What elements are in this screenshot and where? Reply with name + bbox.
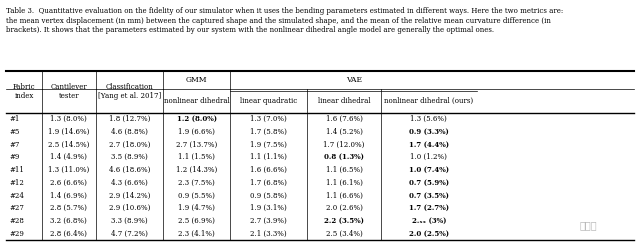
Text: 2.7 (18.0%): 2.7 (18.0%) [109, 141, 150, 148]
Text: 3.3 (8.9%): 3.3 (8.9%) [111, 217, 148, 225]
Text: GMM: GMM [186, 76, 207, 84]
Text: 1.3 (7.0%): 1.3 (7.0%) [250, 115, 287, 123]
Text: 0.7 (3.5%): 0.7 (3.5%) [409, 192, 449, 199]
Text: 0.9 (5.5%): 0.9 (5.5%) [179, 192, 215, 199]
Text: 1.9 (6.6%): 1.9 (6.6%) [179, 128, 215, 136]
Text: 1.6 (6.6%): 1.6 (6.6%) [250, 166, 287, 174]
Text: 1.3 (5.6%): 1.3 (5.6%) [410, 115, 447, 123]
Text: Cantilever
tester: Cantilever tester [51, 83, 87, 100]
Text: 2.6 (6.6%): 2.6 (6.6%) [51, 179, 87, 187]
Text: 量子位: 量子位 [580, 220, 598, 230]
Text: VAE: VAE [346, 76, 362, 84]
Text: 0.9 (3.3%): 0.9 (3.3%) [409, 128, 449, 136]
Text: 1.6 (7.6%): 1.6 (7.6%) [326, 115, 362, 123]
Text: 2.ₓₓ (3%): 2.ₓₓ (3%) [412, 217, 446, 225]
Text: 1.7 (4.4%): 1.7 (4.4%) [409, 141, 449, 148]
Text: 1.1 (6.6%): 1.1 (6.6%) [326, 192, 362, 199]
Text: 1.1 (6.1%): 1.1 (6.1%) [326, 179, 362, 187]
Text: #5: #5 [10, 128, 20, 136]
Text: 4.3 (6.6%): 4.3 (6.6%) [111, 179, 148, 187]
Text: 2.1 (3.3%): 2.1 (3.3%) [250, 230, 287, 238]
Text: 1.1 (1.1%): 1.1 (1.1%) [250, 153, 287, 161]
Text: 2.0 (2.5%): 2.0 (2.5%) [409, 230, 449, 238]
Text: 1.4 (5.2%): 1.4 (5.2%) [326, 128, 362, 136]
Text: #27: #27 [10, 204, 24, 212]
Text: linear dihedral: linear dihedral [317, 97, 371, 105]
Text: 4.6 (8.8%): 4.6 (8.8%) [111, 128, 148, 136]
Text: #11: #11 [10, 166, 24, 174]
Text: 2.5 (6.9%): 2.5 (6.9%) [179, 217, 215, 225]
Text: 2.3 (7.5%): 2.3 (7.5%) [179, 179, 215, 187]
Text: Classification
[Yang et al. 2017]: Classification [Yang et al. 2017] [98, 83, 161, 100]
Text: 1.1 (6.5%): 1.1 (6.5%) [326, 166, 362, 174]
Text: 1.0 (1.2%): 1.0 (1.2%) [410, 153, 447, 161]
Text: 3.5 (8.9%): 3.5 (8.9%) [111, 153, 148, 161]
Text: 2.7 (13.7%): 2.7 (13.7%) [176, 141, 218, 148]
Text: 1.9 (4.7%): 1.9 (4.7%) [179, 204, 215, 212]
Text: 0.9 (5.8%): 0.9 (5.8%) [250, 192, 287, 199]
Text: 2.2 (3.5%): 2.2 (3.5%) [324, 217, 364, 225]
Text: #1: #1 [10, 115, 20, 123]
Text: 2.9 (14.2%): 2.9 (14.2%) [109, 192, 150, 199]
Text: 1.9 (14.6%): 1.9 (14.6%) [48, 128, 90, 136]
Text: #24: #24 [10, 192, 24, 199]
Text: #12: #12 [10, 179, 24, 187]
Text: #28: #28 [10, 217, 24, 225]
Text: nonlinear dihedral: nonlinear dihedral [164, 97, 230, 105]
Text: 2.9 (10.6%): 2.9 (10.6%) [109, 204, 150, 212]
Text: 1.0 (7.4%): 1.0 (7.4%) [409, 166, 449, 174]
Text: 2.8 (5.7%): 2.8 (5.7%) [51, 204, 87, 212]
Text: 1.3 (8.0%): 1.3 (8.0%) [51, 115, 87, 123]
Text: #29: #29 [10, 230, 24, 238]
Text: 2.3 (4.1%): 2.3 (4.1%) [179, 230, 215, 238]
Text: 0.7 (5.9%): 0.7 (5.9%) [409, 179, 449, 187]
Text: nonlinear dihedral (ours): nonlinear dihedral (ours) [384, 97, 474, 105]
Text: 0.8 (1.3%): 0.8 (1.3%) [324, 153, 364, 161]
Text: 2.5 (3.4%): 2.5 (3.4%) [326, 230, 362, 238]
Text: Table 3.  Quantitative evaluation on the fidelity of our simulator when it uses : Table 3. Quantitative evaluation on the … [6, 7, 564, 34]
Text: 1.7 (6.8%): 1.7 (6.8%) [250, 179, 287, 187]
Text: #7: #7 [10, 141, 20, 148]
Text: 1.1 (1.5%): 1.1 (1.5%) [179, 153, 215, 161]
Text: Fabric
index: Fabric index [13, 83, 35, 100]
Text: 1.8 (12.7%): 1.8 (12.7%) [109, 115, 150, 123]
Text: 1.4 (4.9%): 1.4 (4.9%) [51, 153, 87, 161]
Text: 4.7 (7.2%): 4.7 (7.2%) [111, 230, 148, 238]
Text: 1.9 (3.1%): 1.9 (3.1%) [250, 204, 287, 212]
Text: 1.7 (12.0%): 1.7 (12.0%) [323, 141, 365, 148]
Text: 1.2 (8.0%): 1.2 (8.0%) [177, 115, 217, 123]
Text: 1.3 (11.0%): 1.3 (11.0%) [48, 166, 90, 174]
Text: 2.0 (2.6%): 2.0 (2.6%) [326, 204, 362, 212]
Text: 3.2 (6.8%): 3.2 (6.8%) [51, 217, 87, 225]
Text: 1.7 (5.8%): 1.7 (5.8%) [250, 128, 287, 136]
Text: 2.5 (14.5%): 2.5 (14.5%) [48, 141, 90, 148]
Text: 1.7 (2.7%): 1.7 (2.7%) [409, 204, 449, 212]
Text: 1.2 (14.3%): 1.2 (14.3%) [176, 166, 218, 174]
Text: 4.6 (18.6%): 4.6 (18.6%) [109, 166, 150, 174]
Text: 2.7 (3.9%): 2.7 (3.9%) [250, 217, 287, 225]
Text: linear quadratic: linear quadratic [240, 97, 298, 105]
Text: 1.9 (7.5%): 1.9 (7.5%) [250, 141, 287, 148]
Text: 2.8 (6.4%): 2.8 (6.4%) [51, 230, 87, 238]
Text: 1.4 (6.9%): 1.4 (6.9%) [51, 192, 87, 199]
Text: #9: #9 [10, 153, 20, 161]
